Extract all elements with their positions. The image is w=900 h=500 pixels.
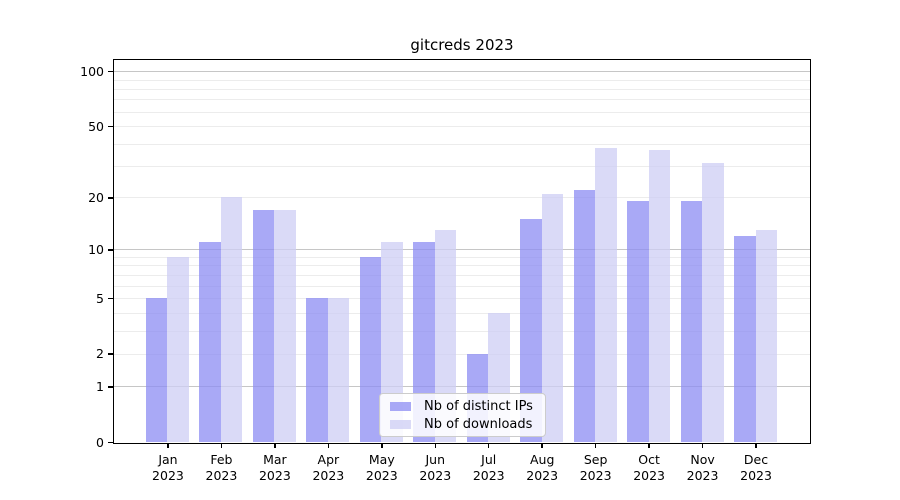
gridline-major-10 <box>114 249 810 251</box>
bar-nb-of-distinct-ips-dec-2023 <box>734 235 756 442</box>
y-tick-20 <box>108 197 113 199</box>
y-tick-label-10: 10 <box>88 241 104 257</box>
y-tick-label-5: 5 <box>96 290 104 306</box>
gridline-minor-6 <box>114 285 810 287</box>
gridline-minor-50 <box>114 126 810 128</box>
gridline-minor-90 <box>114 79 810 81</box>
gridline-minor-40 <box>114 143 810 145</box>
bar-nb-of-distinct-ips-feb-2023 <box>199 242 221 442</box>
gridline-minor-9 <box>114 256 810 258</box>
gridline-minor-60 <box>114 111 810 113</box>
x-tick-jan-2023 <box>167 443 169 448</box>
bar-nb-of-distinct-ips-sep-2023 <box>573 190 596 442</box>
bar-nb-of-distinct-ips-mar-2023 <box>252 209 275 442</box>
gridline-minor-30 <box>114 166 810 168</box>
x-tick-jul-2023 <box>487 443 490 448</box>
y-tick-50 <box>108 125 113 128</box>
x-tick-oct-2023 <box>648 443 650 448</box>
x-tick-label-jan-2023: Jan 2023 <box>152 452 184 483</box>
y-tick-2 <box>108 353 113 355</box>
x-tick-dec-2023 <box>755 443 757 448</box>
bar-nb-of-downloads-apr-2023 <box>327 298 350 442</box>
legend-swatch-downloads <box>390 419 411 429</box>
y-tick-5 <box>108 297 113 300</box>
y-tick-0 <box>108 441 113 444</box>
y-tick-label-0: 0 <box>96 434 104 450</box>
y-tick-10 <box>108 249 113 251</box>
bar-nb-of-downloads-sep-2023 <box>595 147 617 442</box>
legend-label-distinct-ips: Nb of distinct IPs <box>424 398 533 414</box>
y-tick-label-1: 1 <box>96 378 104 394</box>
gridline-minor-80 <box>114 88 810 90</box>
x-tick-nov-2023 <box>701 443 704 448</box>
gridline-minor-70 <box>114 99 810 101</box>
y-tick-100 <box>108 70 113 73</box>
bar-nb-of-downloads-dec-2023 <box>755 229 778 442</box>
bar-nb-of-distinct-ips-nov-2023 <box>680 201 703 442</box>
x-tick-label-nov-2023: Nov 2023 <box>686 452 719 483</box>
plot-area <box>113 59 811 444</box>
y-tick-label-50: 50 <box>88 118 104 134</box>
x-tick-label-feb-2023: Feb 2023 <box>205 452 238 483</box>
y-tick-1 <box>108 386 113 388</box>
x-tick-label-mar-2023: Mar 2023 <box>258 452 291 483</box>
bar-nb-of-downloads-nov-2023 <box>702 163 724 442</box>
x-tick-may-2023 <box>381 443 383 448</box>
gridline-minor-3 <box>114 330 810 332</box>
x-tick-mar-2023 <box>274 443 276 448</box>
gridline-minor-7 <box>114 274 810 276</box>
bar-nb-of-distinct-ips-may-2023 <box>359 256 382 442</box>
bar-nb-of-distinct-ips-aug-2023 <box>520 219 542 442</box>
x-tick-label-oct-2023: Oct 2023 <box>633 452 666 483</box>
x-tick-jun-2023 <box>434 443 437 448</box>
gridline-minor-2 <box>114 353 810 355</box>
x-tick-label-may-2023: May 2023 <box>365 452 398 483</box>
gridline-major-1 <box>114 386 810 388</box>
gridline-major-100 <box>114 71 810 73</box>
bar-nb-of-downloads-aug-2023 <box>541 193 564 442</box>
gridline-minor-20 <box>114 197 810 199</box>
x-tick-feb-2023 <box>220 443 223 448</box>
x-tick-aug-2023 <box>541 443 543 448</box>
gridline-minor-4 <box>114 312 810 314</box>
x-tick-label-dec-2023: Dec 2023 <box>740 452 772 483</box>
bar-nb-of-downloads-oct-2023 <box>648 149 671 442</box>
x-tick-apr-2023 <box>327 443 330 448</box>
chart-title: gitcreds 2023 <box>410 36 514 54</box>
legend-item-distinct-ips: Nb of distinct IPs <box>390 399 535 414</box>
x-tick-label-apr-2023: Apr 2023 <box>312 452 345 483</box>
bar-nb-of-downloads-mar-2023 <box>274 209 296 442</box>
x-tick-label-jul-2023: Jul 2023 <box>472 452 505 483</box>
gridline-minor-8 <box>114 265 810 267</box>
bar-nb-of-downloads-may-2023 <box>381 242 403 442</box>
y-tick-label-100: 100 <box>80 63 104 79</box>
bar-nb-of-distinct-ips-jan-2023 <box>145 298 168 442</box>
x-tick-label-sep-2023: Sep 2023 <box>579 452 612 483</box>
x-tick-label-jun-2023: Jun 2023 <box>419 452 452 483</box>
bar-nb-of-distinct-ips-jun-2023 <box>413 242 435 442</box>
bar-nb-of-downloads-feb-2023 <box>220 197 243 442</box>
legend-label-downloads: Nb of downloads <box>424 416 533 432</box>
y-tick-label-20: 20 <box>88 189 104 205</box>
y-tick-label-2: 2 <box>96 346 104 362</box>
x-tick-sep-2023 <box>594 443 597 448</box>
legend: Nb of distinct IPs Nb of downloads <box>379 393 546 437</box>
legend-item-downloads: Nb of downloads <box>390 417 535 432</box>
bar-nb-of-downloads-jan-2023 <box>167 256 189 442</box>
bar-nb-of-distinct-ips-apr-2023 <box>306 298 328 442</box>
gridline-minor-5 <box>114 298 810 299</box>
bar-nb-of-downloads-jun-2023 <box>434 229 457 442</box>
x-tick-label-aug-2023: Aug 2023 <box>526 452 559 483</box>
bar-nb-of-distinct-ips-oct-2023 <box>627 201 649 442</box>
legend-swatch-distinct-ips <box>390 401 411 411</box>
